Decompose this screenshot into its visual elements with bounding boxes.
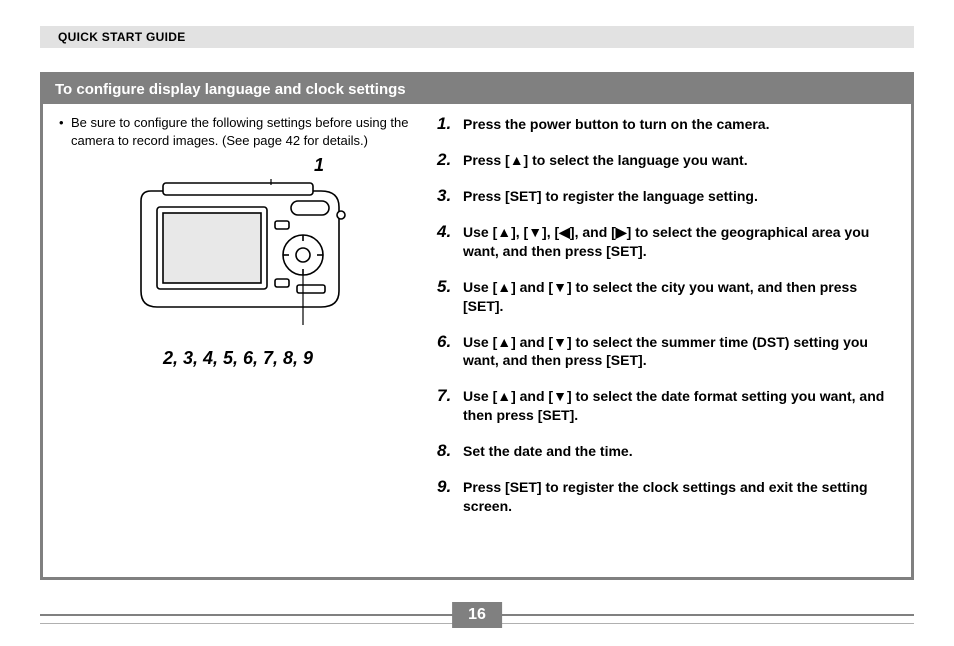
step-row: 8. Set the date and the time.	[437, 441, 895, 461]
step-text: Press [▲] to select the language you wan…	[463, 150, 748, 170]
header-text: QUICK START GUIDE	[58, 30, 186, 44]
content-box: To configure display language and clock …	[40, 72, 914, 580]
step-text: Use [▲] and [▼] to select the city you w…	[463, 277, 895, 316]
step-row: 3. Press [SET] to register the language …	[437, 186, 895, 206]
step-number: 4.	[437, 222, 463, 242]
step-row: 4. Use [▲], [▼], [◀], and [▶] to select …	[437, 222, 895, 261]
step-text: Use [▲] and [▼] to select the date forma…	[463, 386, 895, 425]
step-number: 9.	[437, 477, 463, 497]
step-row: 5. Use [▲] and [▼] to select the city yo…	[437, 277, 895, 316]
step-number: 8.	[437, 441, 463, 461]
figure-label-bottom: 2, 3, 4, 5, 6, 7, 8, 9	[59, 348, 417, 369]
step-number: 1.	[437, 114, 463, 134]
step-number: 6.	[437, 332, 463, 352]
camera-illustration	[123, 179, 353, 334]
step-row: 7. Use [▲] and [▼] to select the date fo…	[437, 386, 895, 425]
step-number: 3.	[437, 186, 463, 206]
note-text: Be sure to configure the following setti…	[71, 114, 417, 149]
step-row: 6. Use [▲] and [▼] to select the summer …	[437, 332, 895, 371]
step-row: 1. Press the power button to turn on the…	[437, 114, 895, 134]
body: • Be sure to configure the following set…	[43, 104, 911, 574]
step-text: Use [▲] and [▼] to select the summer tim…	[463, 332, 895, 371]
step-text: Press the power button to turn on the ca…	[463, 114, 769, 134]
step-number: 2.	[437, 150, 463, 170]
step-row: 9. Press [SET] to register the clock set…	[437, 477, 895, 516]
step-number: 5.	[437, 277, 463, 297]
step-text: Press [SET] to register the language set…	[463, 186, 758, 206]
page-number: 16	[452, 602, 502, 628]
bullet: •	[59, 114, 71, 149]
note-row: • Be sure to configure the following set…	[59, 114, 417, 149]
section-title: To configure display language and clock …	[43, 75, 911, 104]
step-number: 7.	[437, 386, 463, 406]
camera-figure: 1	[59, 167, 417, 369]
step-row: 2. Press [▲] to select the language you …	[437, 150, 895, 170]
header-bar: QUICK START GUIDE	[40, 26, 914, 48]
steps-column: 1. Press the power button to turn on the…	[429, 114, 895, 566]
figure-label-top: 1	[314, 155, 324, 176]
step-text: Set the date and the time.	[463, 441, 633, 461]
step-text: Press [SET] to register the clock settin…	[463, 477, 895, 516]
step-text: Use [▲], [▼], [◀], and [▶] to select the…	[463, 222, 895, 261]
left-column: • Be sure to configure the following set…	[59, 114, 429, 566]
